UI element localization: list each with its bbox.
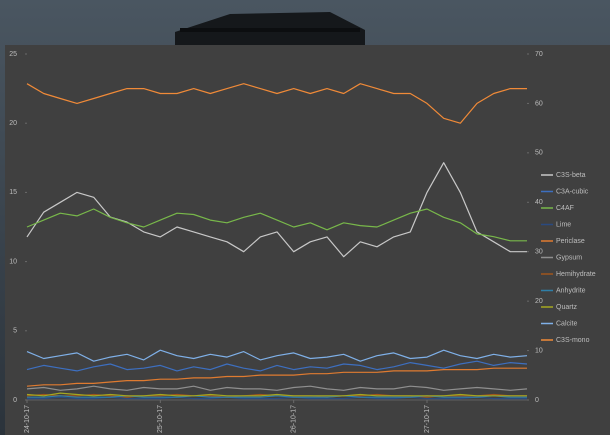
- y-tick-label: 15: [9, 189, 17, 196]
- y2-tick-label: 20: [535, 298, 543, 305]
- series-line: [27, 395, 527, 398]
- legend-label: Calcite: [556, 320, 578, 327]
- legend-label: Lime: [556, 221, 571, 228]
- y2-tick-label: 30: [535, 249, 543, 256]
- y-tick-label: 25: [9, 51, 17, 58]
- legend-label: Quartz: [556, 304, 578, 311]
- y2-tick-label: 70: [535, 51, 543, 58]
- series-line: [26, 83, 527, 124]
- y2-tick-label: 60: [535, 100, 543, 107]
- legend-label: C3A-cubic: [556, 188, 589, 195]
- x-tick-label: 27-10-17: [424, 405, 431, 433]
- y-tick-label: 5: [13, 328, 17, 335]
- y2-tick-label: 0: [535, 397, 539, 404]
- series-line: [26, 208, 527, 242]
- plot-area: 0 5 10 15 20 25 0 10 20 30 40 50 60 70 24-10-17 25-10-1…: [9, 51, 596, 433]
- y-tick-label: 10: [9, 258, 17, 265]
- series-line: [26, 349, 528, 362]
- legend-label: Anhydrite: [556, 287, 586, 294]
- legend-label: C3S-mono: [556, 337, 590, 344]
- y-tick-label: 0: [13, 397, 17, 404]
- legend-label: Gypsum: [556, 254, 582, 261]
- y2-tick-label: 40: [535, 199, 543, 206]
- building-silhouette: [175, 12, 365, 45]
- x-tick-label: 24-10-17: [24, 405, 31, 433]
- series-line: [26, 367, 527, 387]
- series-line: [26, 392, 527, 397]
- legend-label: C3S-beta: [556, 172, 586, 179]
- x-tick-label: 26-10-17: [291, 405, 298, 433]
- legend-label: Hemihydrate: [556, 271, 596, 278]
- series-line: [26, 360, 528, 372]
- y2-tick-label: 50: [535, 150, 543, 157]
- x-tick-label: 25-10-17: [157, 405, 164, 433]
- legend-label: Periclase: [556, 238, 585, 245]
- y-tick-label: 20: [9, 120, 17, 127]
- y2-tick-label: 10: [535, 347, 543, 354]
- chart-panel: [5, 45, 610, 435]
- legend-label: C4AF: [556, 205, 574, 212]
- series-line: [26, 385, 528, 391]
